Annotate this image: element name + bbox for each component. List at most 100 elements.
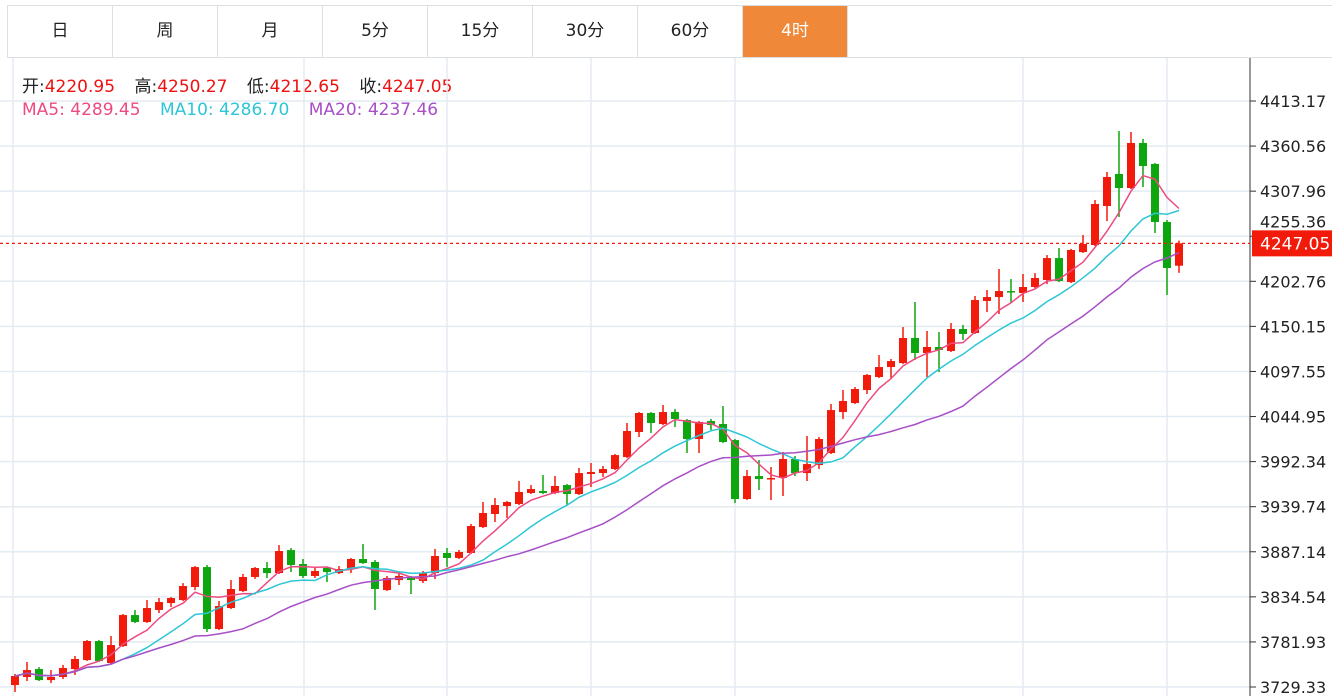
- candle-body: [539, 491, 547, 494]
- ma5-value: 4289.45: [70, 100, 141, 120]
- tab-7[interactable]: 4时: [743, 6, 848, 57]
- candle-body: [527, 488, 535, 494]
- candle-body: [227, 588, 235, 609]
- candle-body: [695, 421, 703, 440]
- y-tick-label: 3834.54: [1260, 588, 1326, 607]
- y-tick-label: 4413.17: [1260, 92, 1326, 111]
- last-price-label: 4247.05: [1260, 234, 1330, 254]
- y-tick-label: 4150.15: [1260, 317, 1326, 336]
- candle-body: [647, 412, 655, 424]
- candle-body: [191, 567, 199, 588]
- candle-body: [851, 388, 859, 404]
- candle-body: [755, 476, 763, 480]
- candle-body: [575, 473, 583, 495]
- candle-body: [251, 567, 259, 577]
- candle-body: [1007, 291, 1015, 293]
- candle-body: [203, 567, 211, 630]
- candle-body: [323, 567, 331, 573]
- candle-body: [287, 550, 295, 565]
- tab-2[interactable]: 月: [218, 6, 323, 57]
- close-value: 4247.05: [382, 77, 453, 97]
- y-tick-label: 4044.95: [1260, 408, 1326, 427]
- candle-body: [359, 559, 367, 564]
- candle-body: [119, 615, 127, 646]
- candle-body: [455, 551, 463, 558]
- ma20-label: MA20:: [308, 100, 363, 120]
- candle-body: [1031, 278, 1039, 288]
- candle-body: [1139, 142, 1147, 167]
- tab-5[interactable]: 30分: [533, 6, 638, 57]
- candle-body: [371, 562, 379, 589]
- candle-body: [1175, 243, 1183, 266]
- y-tick-label: 4255.36: [1260, 212, 1326, 231]
- candle-body: [1151, 163, 1159, 222]
- candle-body: [551, 485, 559, 494]
- y-tick-label: 3939.74: [1260, 498, 1326, 517]
- tab-6[interactable]: 60分: [638, 6, 743, 57]
- tab-0[interactable]: 日: [8, 6, 113, 57]
- candle-body: [1055, 258, 1063, 282]
- candle-body: [1043, 258, 1051, 280]
- candle-body: [275, 551, 283, 574]
- candle-body: [791, 458, 799, 474]
- y-tick-label: 3729.33: [1260, 678, 1326, 696]
- candle-body: [431, 556, 439, 574]
- candle-body: [815, 439, 823, 465]
- candle-body: [503, 502, 511, 507]
- candle-body: [659, 412, 667, 425]
- candle-body: [599, 469, 607, 474]
- candle-body: [131, 615, 139, 622]
- candle-body: [743, 476, 751, 500]
- candle-body: [1163, 221, 1171, 268]
- candle-body: [587, 472, 595, 474]
- tab-4[interactable]: 15分: [428, 6, 533, 57]
- candle-body: [407, 576, 415, 581]
- candle-body: [1079, 243, 1087, 253]
- y-tick-label: 3781.93: [1260, 633, 1326, 652]
- candle-body: [887, 361, 895, 368]
- candle-body: [167, 597, 175, 604]
- candle-body: [11, 676, 19, 686]
- open-value: 4220.95: [44, 77, 116, 97]
- candle-body: [179, 585, 187, 601]
- candle-body: [1115, 173, 1123, 189]
- candle-body: [923, 346, 931, 353]
- tab-3[interactable]: 5分: [323, 6, 428, 57]
- candle-body: [935, 346, 943, 350]
- ma10-value: 4286.70: [219, 100, 290, 120]
- ma-legend: MA5: 4289.45 MA10: 4286.70 MA20: 4237.46: [22, 100, 438, 120]
- candle-body: [803, 464, 811, 474]
- candle-body: [239, 576, 247, 592]
- candle-body: [479, 512, 487, 528]
- candlestick-chart: 4413.17 4360.56 4307.96 4255.36 4202.76 4150.…: [0, 58, 1332, 696]
- ohlc-legend: 开:4220.95 高:4250.27 低:4212.65 收:4247.05: [22, 72, 466, 97]
- y-tick-label: 4202.76: [1260, 272, 1326, 291]
- candle-body: [899, 337, 907, 364]
- candle-body: [155, 602, 163, 610]
- open-label: 开:: [22, 77, 45, 97]
- candle-body: [443, 553, 451, 558]
- y-tick-label: 4097.55: [1260, 362, 1326, 381]
- close-label: 收:: [359, 77, 383, 97]
- candle-body: [959, 329, 967, 334]
- low-value: 4212.65: [269, 77, 340, 97]
- low-label: 低:: [246, 77, 270, 97]
- candle-body: [59, 668, 67, 677]
- candle-body: [683, 420, 691, 440]
- candle-body: [983, 297, 991, 301]
- candle-body: [1103, 176, 1111, 207]
- candle-body: [35, 669, 43, 681]
- candle-body: [47, 676, 55, 681]
- candle-body: [299, 563, 307, 576]
- tab-1[interactable]: 周: [113, 6, 218, 57]
- candle-body: [839, 400, 847, 413]
- candle-body: [215, 606, 223, 630]
- ma10-line: [14, 209, 1180, 677]
- ma10-legend: MA10: 4286.70: [160, 100, 289, 120]
- ma20-line: [14, 251, 1180, 677]
- candle-body: [995, 291, 1003, 298]
- ma10-label: MA10:: [159, 100, 214, 120]
- high-label: 高:: [134, 77, 158, 97]
- candle-body: [1067, 249, 1075, 283]
- ma5-legend: MA5: 4289.45: [22, 100, 141, 120]
